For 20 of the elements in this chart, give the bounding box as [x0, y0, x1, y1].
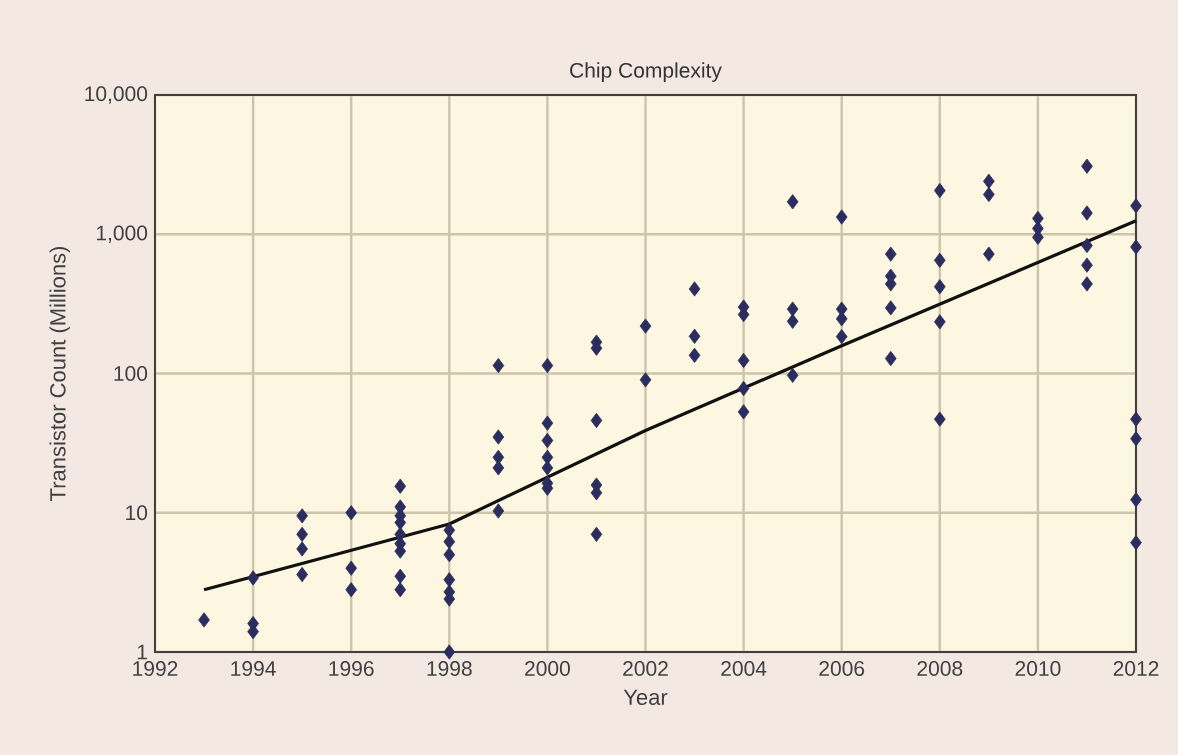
- y-axis-title: Transistor Count (Millions): [49, 246, 70, 501]
- x-tick-label: 2010: [1015, 661, 1061, 676]
- y-tick-label: 10: [126, 505, 148, 521]
- x-tick-label: 1996: [329, 661, 374, 676]
- chart-title: Chip Complexity: [570, 62, 722, 82]
- x-tick-label: 2004: [721, 661, 767, 676]
- y-tick-label: 100: [114, 366, 148, 381]
- x-tick-label: 1998: [427, 661, 472, 676]
- x-tick-label: 2008: [917, 661, 963, 676]
- x-tick-label: 1992: [133, 661, 178, 676]
- x-axis-title: Year: [623, 689, 668, 706]
- x-tick-label: 2000: [525, 661, 570, 676]
- x-tick-label: 1994: [231, 661, 276, 676]
- y-tick-label: 1: [137, 644, 147, 660]
- x-tick-label: 2012: [1113, 661, 1159, 676]
- y-tick-label: 10,000: [85, 86, 148, 104]
- y-tick-label: 1,000: [96, 225, 148, 243]
- x-tick-label: 2002: [623, 661, 668, 676]
- line-series: [202, 219, 1138, 592]
- x-tick-label: 2006: [819, 661, 865, 676]
